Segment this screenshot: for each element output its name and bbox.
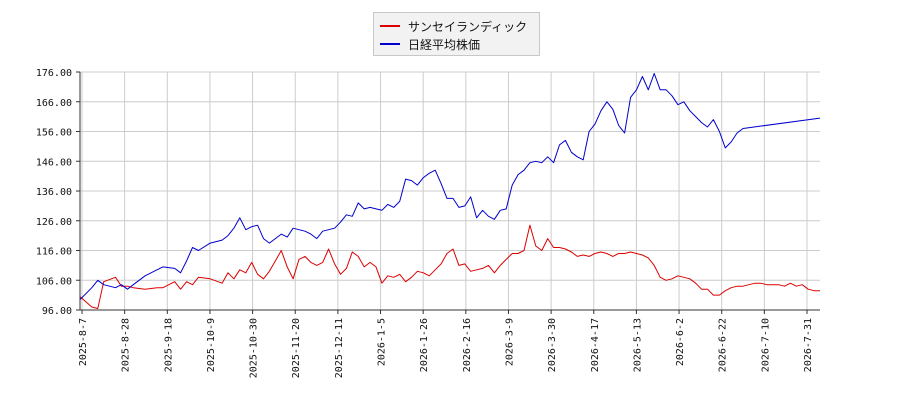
y-tick-label: 106.00	[36, 276, 72, 287]
legend-label-series-2: 日経平均株価	[408, 37, 481, 52]
y-tick-label: 146.00	[36, 157, 72, 168]
x-tick-labels: 2025-8-7 2025-8-28 2025-9-18 2025-10-9 2025-…	[78, 318, 814, 378]
chart-legend: サンセイランディック 日経平均株価	[373, 12, 540, 56]
x-tick-label: 2026-6-2	[675, 318, 686, 366]
x-tick-label: 2025-10-9	[206, 318, 217, 372]
x-tick-label: 2026-7-31	[803, 318, 814, 372]
x-tick-label: 2026-2-16	[462, 318, 473, 372]
x-tick-label: 2026-5-13	[632, 318, 643, 372]
chart-grid	[80, 71, 820, 311]
y-tick-label: 96.00	[42, 306, 72, 317]
series-line-2	[79, 73, 821, 300]
chart-axes	[76, 71, 820, 314]
x-tick-label: 2025-8-7	[78, 318, 89, 366]
legend-label-series-1: サンセイランディック	[408, 19, 528, 34]
y-tick-label: 116.00	[36, 247, 72, 258]
x-tick-label: 2026-3-9	[504, 318, 515, 366]
series-line-1	[79, 224, 820, 309]
legend-swatch-blue	[380, 43, 400, 45]
x-tick-label: 2026-4-17	[590, 318, 601, 372]
x-tick-label: 2025-9-18	[163, 318, 174, 372]
legend-item-series-2: 日経平均株価	[380, 35, 480, 53]
x-tick-label: 2025-12-11	[334, 318, 345, 378]
x-tick-label: 2025-8-28	[121, 318, 132, 372]
x-tick-label: 2026-3-30	[547, 318, 558, 372]
y-tick-label: 166.00	[36, 98, 72, 109]
legend-item-series-1: サンセイランディック	[380, 17, 527, 35]
x-tick-label: 2026-1-26	[419, 318, 430, 372]
y-tick-label: 176.00	[36, 68, 72, 79]
x-tick-label: 2026-6-22	[718, 318, 729, 372]
y-tick-labels: 96.00 106.00 116.00 126.00 136.00 146.00 156.0…	[36, 68, 72, 317]
y-tick-label: 156.00	[36, 128, 72, 139]
legend-swatch-red	[380, 25, 400, 27]
y-tick-label: 126.00	[36, 217, 72, 228]
x-tick-label: 2026-1-5	[377, 318, 388, 366]
x-tick-label: 2025-11-20	[291, 318, 302, 378]
x-tick-label: 2025-10-30	[249, 318, 260, 378]
series-layer	[79, 73, 821, 309]
x-tick-label: 2026-7-10	[760, 318, 771, 372]
y-tick-label: 136.00	[36, 187, 72, 198]
